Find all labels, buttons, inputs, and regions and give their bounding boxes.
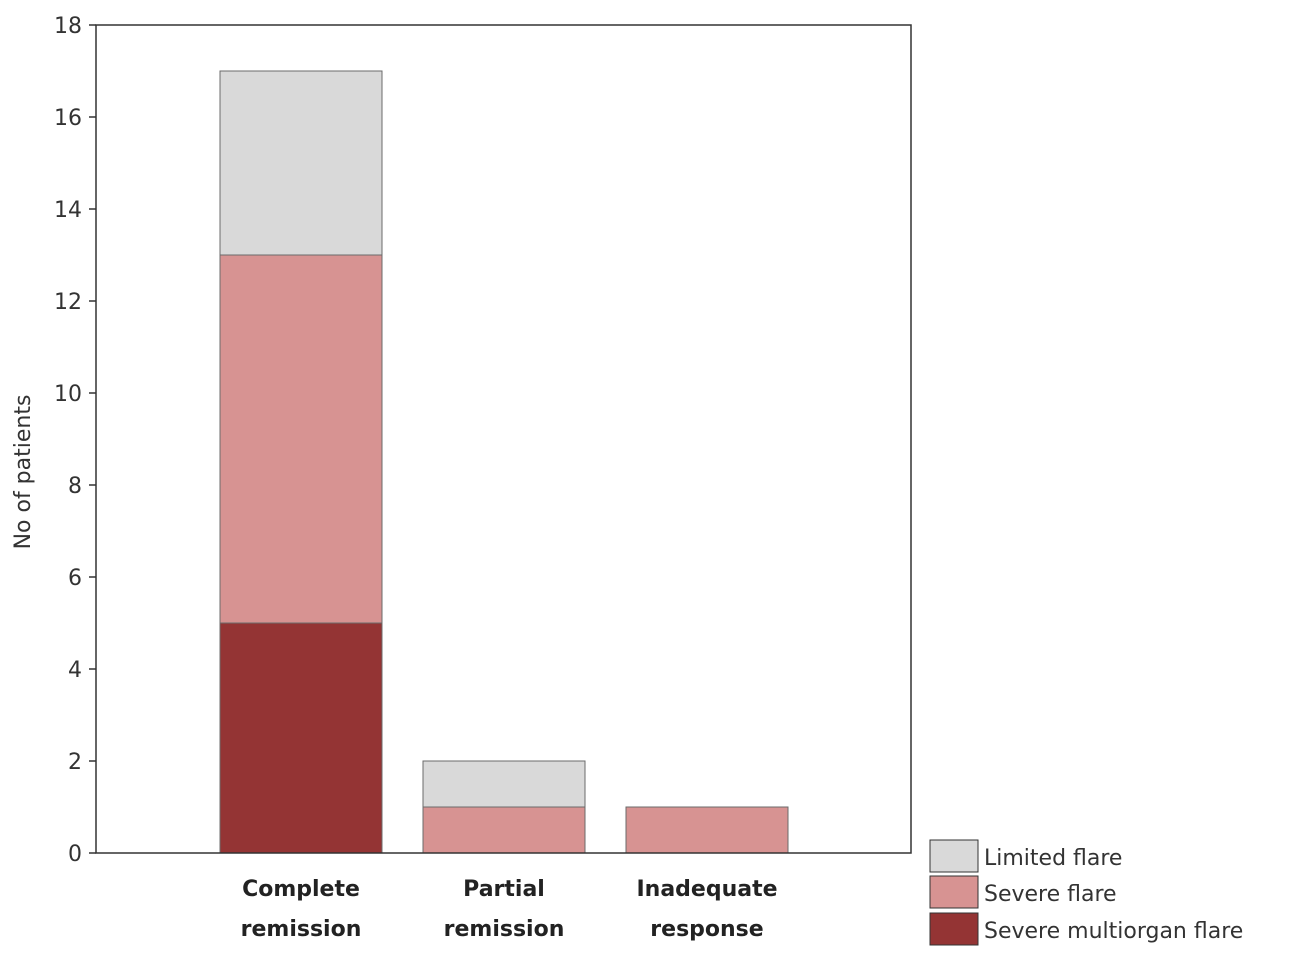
y-tick-label: 10 [54,382,82,407]
legend-label: Severe flare [984,882,1117,907]
bar-segment [219,254,383,624]
legend-swatch [929,912,979,946]
bar-segment [422,760,586,808]
bar-segments [219,70,789,854]
y-tick-label: 12 [54,290,82,315]
category-label: Inadequate [636,877,777,902]
y-tick-label: 16 [54,106,82,131]
legend-label: Severe multiorgan flare [984,919,1243,944]
bar-segment [422,806,586,854]
plot-frame [95,24,912,854]
category-label: response [650,917,763,942]
bar-segment [219,622,383,854]
y-axis-title: No of patients [11,395,36,550]
category-labels: Complete remission Partial remission Inadequ… [241,877,778,942]
legend-swatch [929,875,979,909]
bar-segment [625,806,789,854]
category-label: remission [241,917,362,942]
legend: Limited flare Severe flare Severe multiorg… [929,839,1243,946]
y-axis-ticks: 0 2 4 6 8 10 12 14 16 18 [54,14,96,867]
y-tick-label: 8 [68,474,82,499]
y-tick-label: 2 [68,750,82,775]
category-label: Partial [463,877,545,902]
bar-segment [219,70,383,256]
y-tick-label: 18 [54,14,82,39]
category-label: Complete [242,877,360,902]
legend-swatch [929,839,979,873]
y-tick-label: 0 [68,842,82,867]
category-label: remission [444,917,565,942]
y-tick-label: 6 [68,566,82,591]
y-tick-label: 14 [54,198,82,223]
legend-label: Limited flare [984,846,1122,871]
y-tick-label: 4 [68,658,82,683]
